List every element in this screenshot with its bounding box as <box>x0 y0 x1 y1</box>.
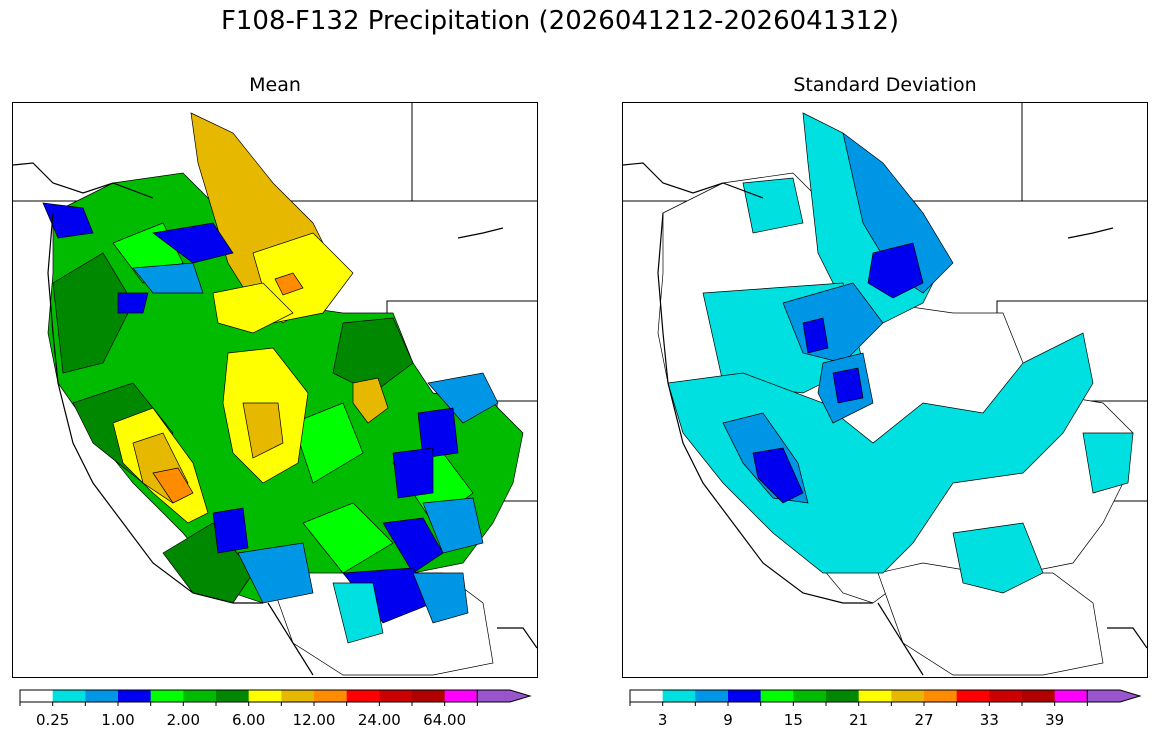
colorbar-tick-label: 3 <box>657 711 668 729</box>
std-colorbar <box>629 689 1142 708</box>
colorbar-swatch <box>891 690 925 702</box>
colorbar-swatch <box>52 690 86 702</box>
colorbar-tick-label: 24.00 <box>357 711 401 729</box>
std-colorbar-swatches <box>629 689 1142 706</box>
colorbar-tick-label: 33 <box>979 711 999 729</box>
mean-panel-title: Mean <box>249 74 301 96</box>
colorbar-tick-label: 9 <box>723 711 733 729</box>
colorbar-swatch <box>379 690 413 702</box>
figure-title: F108-F132 Precipitation (2026041212-2026… <box>220 6 900 36</box>
colorbar-swatch <box>695 690 729 702</box>
colorbar-swatch <box>956 690 990 702</box>
coastline <box>623 162 1147 676</box>
basin-regions-mean <box>42 112 524 676</box>
mean-colorbar-swatches <box>19 689 532 706</box>
colorbar-tick-label: 27 <box>914 711 934 729</box>
colorbar-swatch <box>858 690 892 702</box>
colorbar-swatch <box>248 690 282 702</box>
colorbar-extend-arrow <box>1086 689 1142 703</box>
colorbar-swatch <box>924 690 958 702</box>
colorbar-swatch <box>118 690 152 702</box>
mean-map-canvas <box>13 103 537 676</box>
colorbar-swatch <box>728 690 762 702</box>
colorbar-swatch <box>314 690 348 702</box>
colorbar-swatch <box>1054 690 1088 702</box>
coastline <box>13 162 537 676</box>
colorbar-swatch <box>760 690 794 702</box>
colorbar-tick-label: 0.25 <box>35 711 70 729</box>
basin-regions-std <box>657 112 1134 676</box>
colorbar-swatch <box>1022 690 1056 702</box>
colorbar-tick-label: 12.00 <box>292 711 336 729</box>
colorbar-swatch <box>216 690 250 702</box>
colorbar-swatch <box>630 690 664 702</box>
colorbar-swatch <box>150 690 184 702</box>
std-map-canvas <box>623 103 1147 676</box>
colorbar-swatch <box>20 690 54 702</box>
colorbar-tick-label: 1.00 <box>101 711 135 729</box>
mean-colorbar <box>19 689 532 708</box>
colorbar-tick-label: 39 <box>1045 711 1065 729</box>
colorbar-tick-label: 6.00 <box>231 711 266 729</box>
colorbar-swatch <box>281 690 315 702</box>
colorbar-swatch <box>793 690 827 702</box>
colorbar-swatch <box>346 690 380 702</box>
colorbar-tick-label: 21 <box>849 711 869 729</box>
colorbar-swatch <box>85 690 119 702</box>
colorbar-tick-label: 15 <box>783 711 803 729</box>
std-panel-title: Standard Deviation <box>793 74 977 96</box>
colorbar-tick-label: 64.00 <box>423 711 467 729</box>
colorbar-swatch <box>183 690 217 702</box>
colorbar-extend-arrow <box>476 689 532 703</box>
colorbar-swatch <box>662 690 696 702</box>
colorbar-tick-label: 2.00 <box>166 711 201 729</box>
mean-map-panel <box>12 102 538 678</box>
colorbar-swatch <box>412 690 446 702</box>
colorbar-swatch <box>826 690 860 702</box>
colorbar-swatch <box>989 690 1023 702</box>
std-map-panel <box>622 102 1148 678</box>
colorbar-swatch <box>444 690 478 702</box>
